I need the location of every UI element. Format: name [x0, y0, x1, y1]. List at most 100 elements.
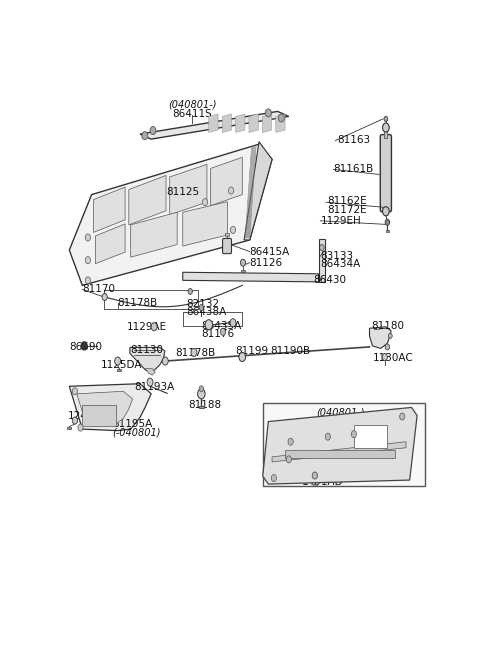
Circle shape — [383, 207, 389, 215]
Circle shape — [199, 386, 204, 392]
Text: 1249GE: 1249GE — [68, 411, 109, 421]
Text: 86438A: 86438A — [186, 307, 227, 317]
Text: 81190B: 81190B — [270, 346, 310, 356]
Bar — [241, 271, 245, 272]
Circle shape — [400, 413, 405, 420]
Circle shape — [288, 438, 293, 445]
Polygon shape — [94, 187, 125, 233]
Circle shape — [85, 257, 91, 264]
Circle shape — [351, 430, 357, 438]
Circle shape — [382, 354, 387, 360]
Circle shape — [191, 348, 197, 356]
Circle shape — [147, 378, 153, 386]
Text: 81199: 81199 — [235, 346, 268, 356]
Text: 81130: 81130 — [131, 345, 164, 355]
Text: (-040801): (-040801) — [112, 427, 161, 437]
Polygon shape — [140, 111, 289, 139]
Text: 81193A: 81193A — [134, 383, 175, 392]
Polygon shape — [183, 272, 319, 282]
Bar — [285, 450, 395, 458]
Circle shape — [230, 319, 236, 327]
Text: 1125DA: 1125DA — [101, 360, 143, 370]
Text: 86411G: 86411G — [316, 415, 357, 426]
Circle shape — [230, 227, 236, 233]
Polygon shape — [263, 407, 417, 484]
Circle shape — [85, 277, 91, 284]
Bar — [263, 403, 424, 486]
Circle shape — [162, 357, 168, 365]
Circle shape — [320, 244, 324, 251]
Circle shape — [271, 474, 276, 481]
Bar — [117, 369, 120, 371]
Text: 81162E: 81162E — [327, 196, 367, 206]
Text: 81125: 81125 — [166, 187, 199, 197]
Text: 81126: 81126 — [250, 257, 283, 268]
Bar — [319, 239, 325, 282]
Bar — [384, 129, 387, 138]
Bar — [385, 230, 389, 232]
Text: 81170: 81170 — [83, 284, 115, 294]
Polygon shape — [131, 212, 177, 257]
Circle shape — [384, 117, 388, 121]
Circle shape — [72, 388, 77, 395]
Text: 1130AC: 1130AC — [372, 353, 413, 363]
Text: 86430: 86430 — [313, 275, 346, 286]
Text: 1129EH: 1129EH — [321, 216, 361, 226]
Text: 82132: 82132 — [186, 299, 220, 309]
FancyBboxPatch shape — [223, 238, 231, 253]
Text: 86411S: 86411S — [172, 109, 212, 119]
Text: 81176: 81176 — [202, 329, 235, 339]
Bar — [313, 484, 317, 486]
Circle shape — [151, 323, 157, 331]
Polygon shape — [370, 327, 391, 348]
Circle shape — [240, 259, 246, 266]
Polygon shape — [130, 347, 165, 372]
Circle shape — [312, 472, 317, 479]
Circle shape — [385, 344, 390, 350]
Circle shape — [78, 424, 83, 431]
Text: 86435A: 86435A — [202, 321, 241, 331]
Circle shape — [205, 320, 213, 329]
Circle shape — [198, 389, 205, 399]
Circle shape — [220, 328, 226, 335]
Circle shape — [150, 126, 156, 134]
Text: 83133: 83133 — [321, 251, 354, 261]
Circle shape — [388, 333, 392, 339]
Circle shape — [72, 417, 77, 424]
Polygon shape — [263, 114, 272, 132]
Circle shape — [239, 352, 246, 362]
FancyBboxPatch shape — [380, 134, 392, 212]
Circle shape — [199, 305, 204, 310]
Text: 25388L: 25388L — [353, 426, 392, 436]
Text: 81195A: 81195A — [112, 419, 152, 429]
Circle shape — [188, 288, 192, 295]
Text: 81188: 81188 — [188, 400, 221, 411]
Text: 81180: 81180 — [372, 321, 405, 331]
Circle shape — [102, 293, 107, 301]
Polygon shape — [170, 164, 207, 215]
Circle shape — [325, 433, 330, 440]
Polygon shape — [145, 369, 155, 375]
Polygon shape — [249, 114, 258, 132]
Circle shape — [383, 123, 389, 132]
Polygon shape — [77, 391, 132, 424]
Text: 1249NK: 1249NK — [272, 456, 313, 466]
Circle shape — [286, 456, 291, 463]
Polygon shape — [272, 441, 406, 462]
Circle shape — [265, 109, 271, 117]
Text: 1491AD: 1491AD — [302, 477, 343, 487]
Polygon shape — [222, 114, 231, 132]
Text: 81163: 81163 — [337, 135, 370, 145]
Circle shape — [85, 234, 91, 241]
Bar — [83, 405, 116, 426]
Circle shape — [385, 219, 390, 225]
Text: 81178B: 81178B — [175, 348, 216, 358]
Polygon shape — [244, 141, 272, 240]
Circle shape — [228, 187, 234, 194]
Polygon shape — [96, 224, 125, 264]
Text: 86415A: 86415A — [250, 246, 290, 257]
Polygon shape — [69, 144, 272, 286]
Text: 86590: 86590 — [69, 342, 102, 352]
Text: 81161B: 81161B — [334, 164, 373, 174]
Circle shape — [203, 198, 208, 206]
